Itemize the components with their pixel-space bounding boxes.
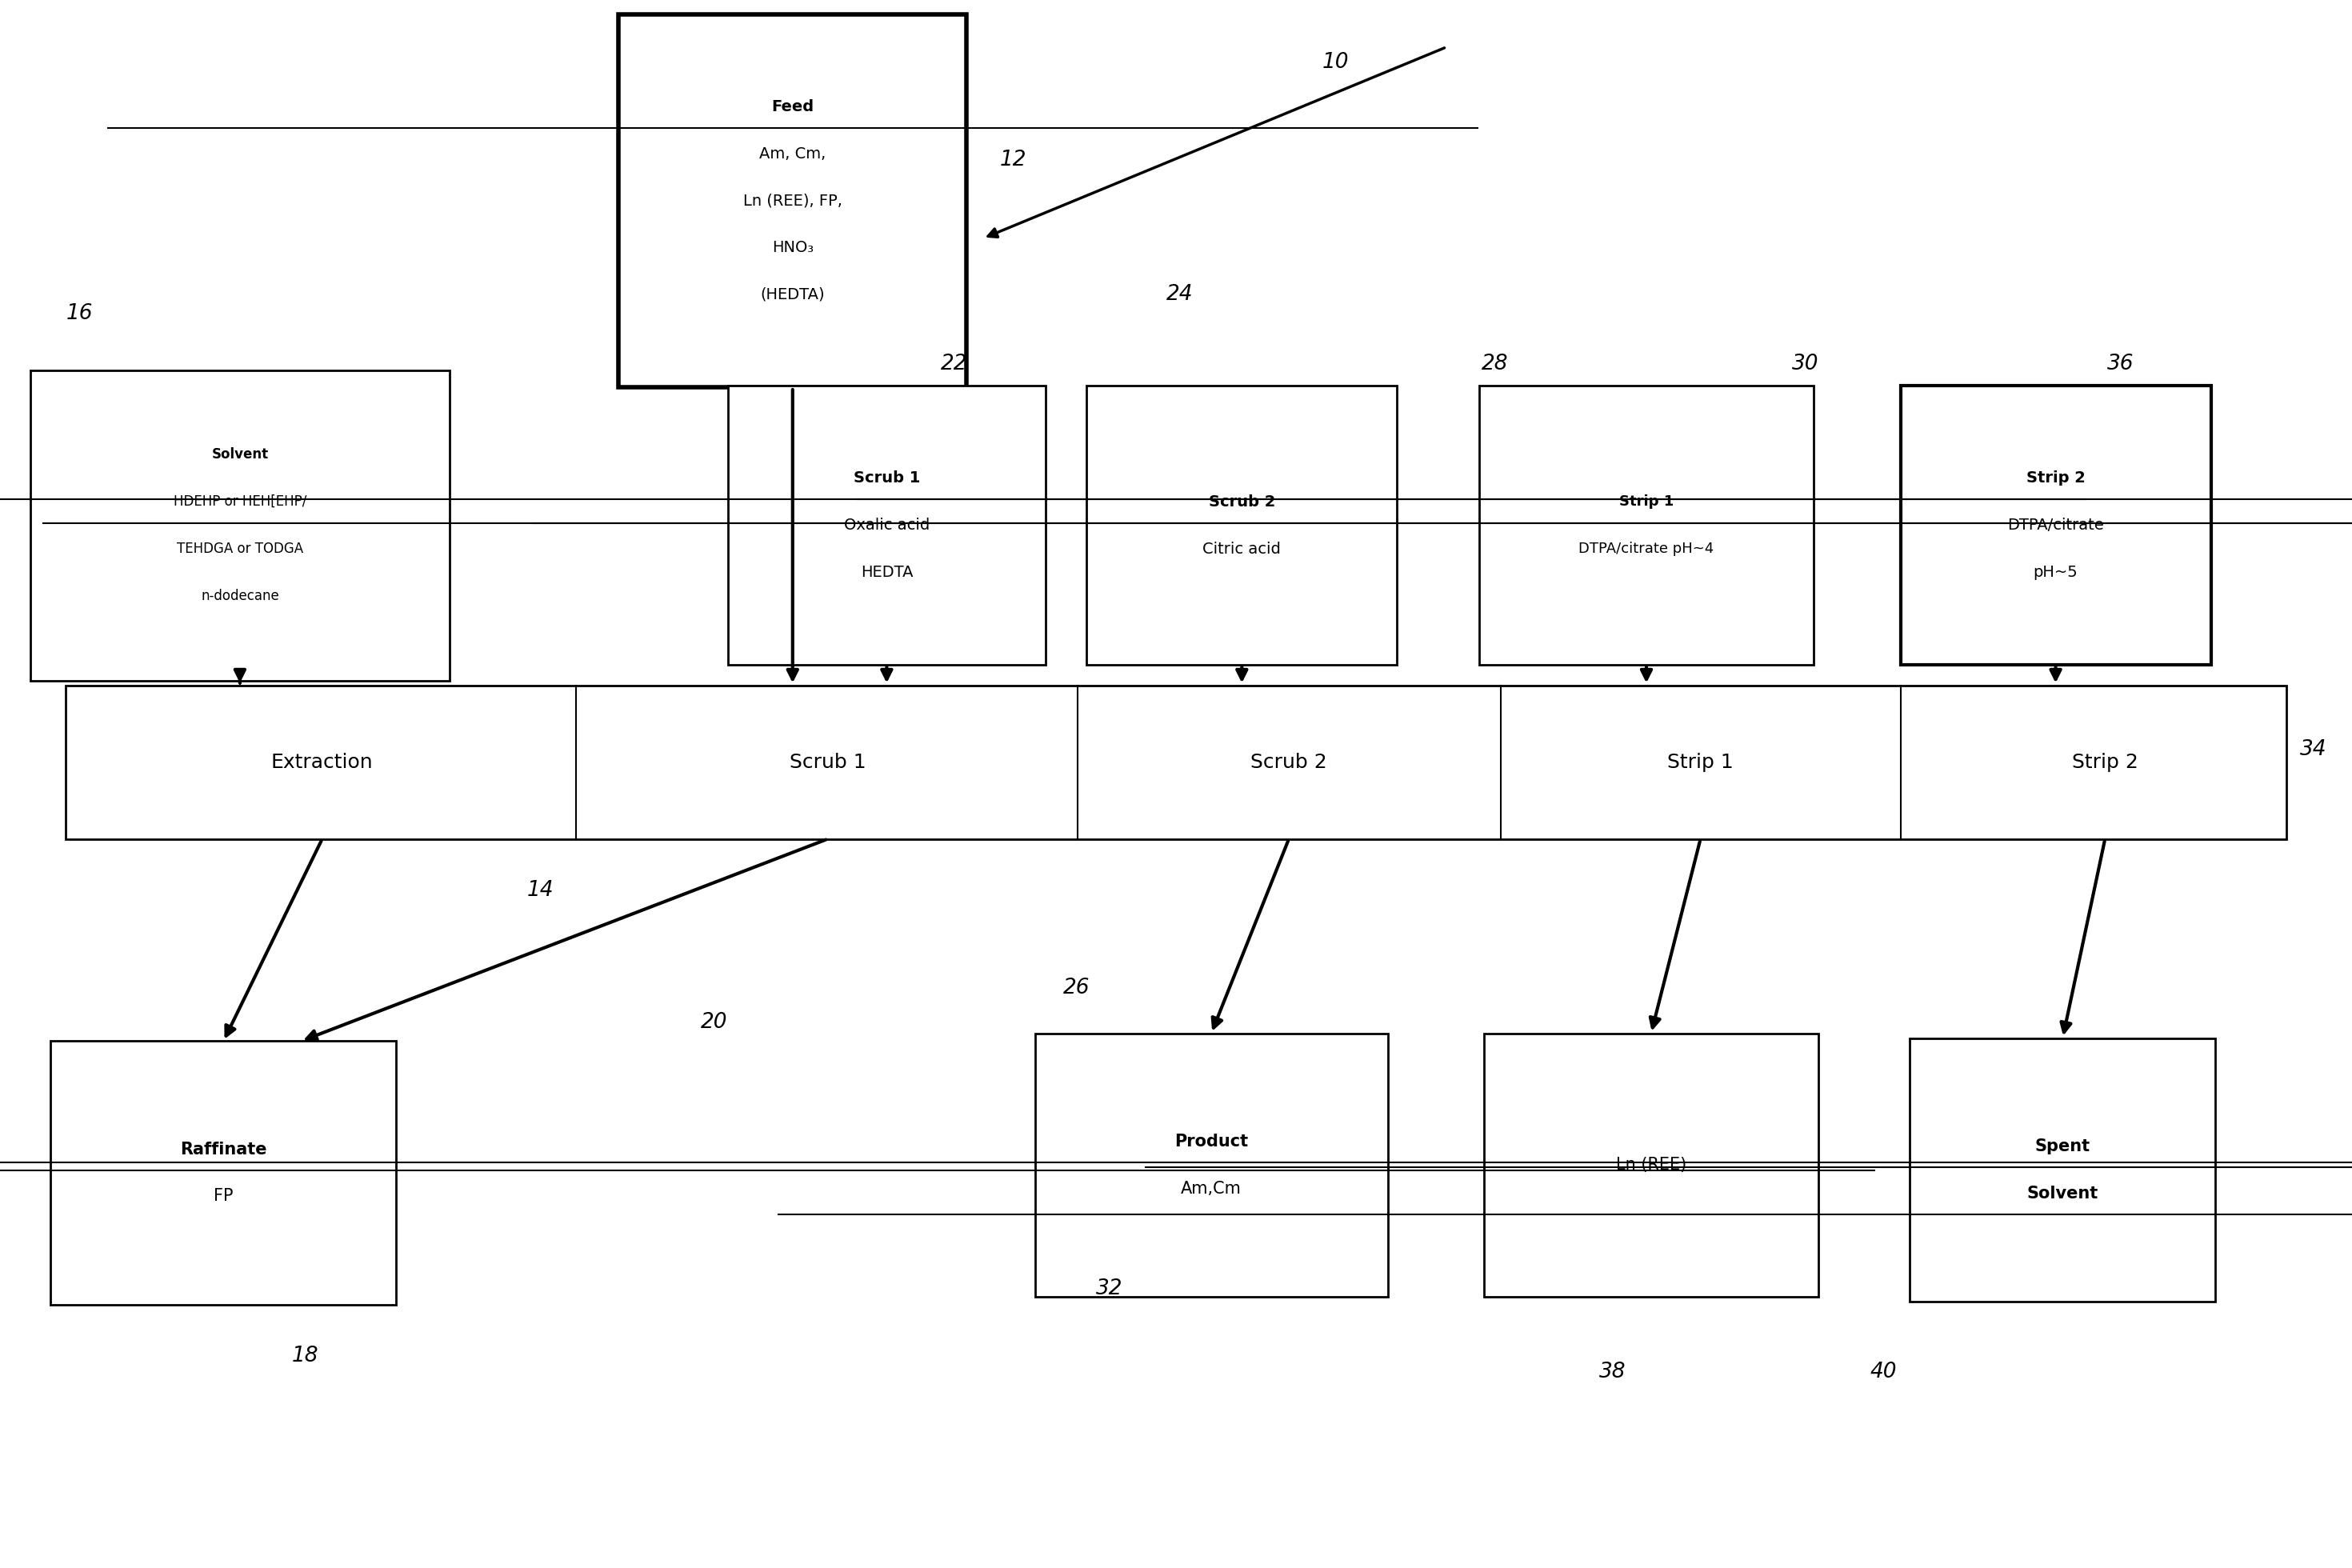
Text: 18: 18 xyxy=(292,1345,318,1367)
Text: Strip 2: Strip 2 xyxy=(2072,753,2138,771)
Text: HEDTA: HEDTA xyxy=(861,564,913,580)
Text: Am,Cm: Am,Cm xyxy=(1181,1181,1242,1196)
Bar xyxy=(619,14,967,387)
Text: DTPA/citrate pH~4: DTPA/citrate pH~4 xyxy=(1578,541,1715,557)
Text: 30: 30 xyxy=(1792,353,1818,375)
Text: Scrub 1: Scrub 1 xyxy=(854,470,920,486)
Text: Spent: Spent xyxy=(2034,1138,2091,1154)
Text: n-dodecane: n-dodecane xyxy=(200,588,280,604)
Text: 36: 36 xyxy=(2107,353,2133,375)
Bar xyxy=(1910,1038,2216,1301)
Text: Extraction: Extraction xyxy=(270,753,374,771)
Text: 34: 34 xyxy=(2300,739,2326,760)
Text: Am, Cm,: Am, Cm, xyxy=(760,146,826,162)
Text: Scrub 2: Scrub 2 xyxy=(1251,753,1327,771)
Text: 10: 10 xyxy=(1322,52,1348,74)
Bar xyxy=(1479,386,1813,665)
Bar xyxy=(1035,1033,1388,1297)
Text: DTPA/citrate: DTPA/citrate xyxy=(2006,517,2105,533)
Text: Ln (REE), FP,: Ln (REE), FP, xyxy=(743,193,842,209)
Text: Ln (REE): Ln (REE) xyxy=(1616,1157,1686,1173)
Text: 40: 40 xyxy=(1870,1361,1896,1383)
Bar xyxy=(66,685,2286,839)
Text: 38: 38 xyxy=(1599,1361,1625,1383)
Text: HNO₃: HNO₃ xyxy=(771,240,814,256)
Text: 20: 20 xyxy=(701,1011,727,1033)
Text: (HEDTA): (HEDTA) xyxy=(760,287,826,303)
Text: TEHDGA or TODGA: TEHDGA or TODGA xyxy=(176,541,303,557)
Bar xyxy=(1900,386,2211,665)
Text: 12: 12 xyxy=(1000,149,1025,171)
Text: HDEHP or HEH[EHP/: HDEHP or HEH[EHP/ xyxy=(174,494,306,510)
Text: 28: 28 xyxy=(1482,353,1508,375)
Text: Feed: Feed xyxy=(771,99,814,114)
Text: 24: 24 xyxy=(1167,284,1192,306)
Bar xyxy=(52,1041,395,1305)
Text: 14: 14 xyxy=(527,880,553,902)
Text: Strip 1: Strip 1 xyxy=(1668,753,1733,771)
Bar xyxy=(727,386,1044,665)
Text: pH~5: pH~5 xyxy=(2034,564,2077,580)
Text: Citric acid: Citric acid xyxy=(1202,541,1282,557)
Text: 22: 22 xyxy=(941,353,967,375)
Text: Scrub 1: Scrub 1 xyxy=(790,753,866,771)
Text: 32: 32 xyxy=(1096,1278,1122,1300)
Text: 26: 26 xyxy=(1063,977,1089,999)
Text: Solvent: Solvent xyxy=(2027,1185,2098,1201)
Text: Raffinate: Raffinate xyxy=(181,1142,266,1157)
Text: FP: FP xyxy=(214,1189,233,1204)
Text: 16: 16 xyxy=(66,303,92,325)
Text: Strip 2: Strip 2 xyxy=(2025,470,2086,486)
Bar xyxy=(31,370,449,681)
Bar xyxy=(1484,1033,1818,1297)
Bar xyxy=(1087,386,1397,665)
Text: Product: Product xyxy=(1174,1134,1249,1149)
Text: Oxalic acid: Oxalic acid xyxy=(844,517,929,533)
Text: Scrub 2: Scrub 2 xyxy=(1209,494,1275,510)
Text: Solvent: Solvent xyxy=(212,447,268,463)
Text: Strip 1: Strip 1 xyxy=(1618,494,1675,510)
